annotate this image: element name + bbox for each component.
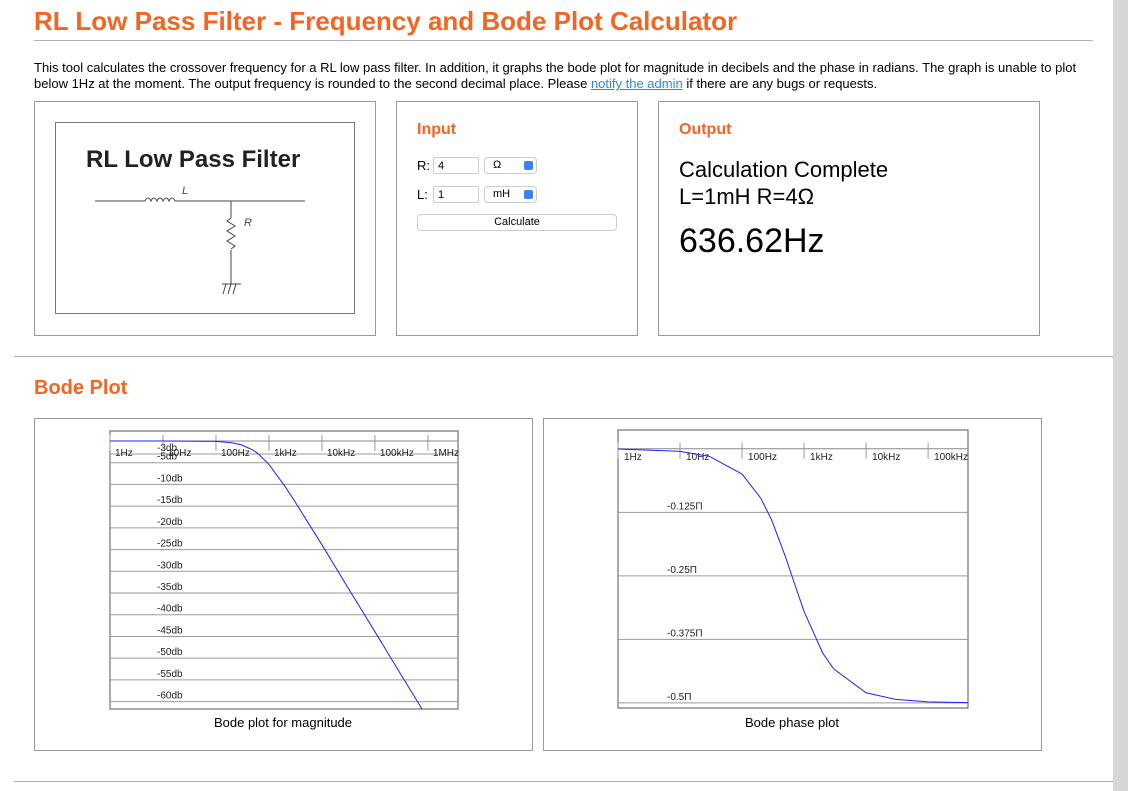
divider (14, 781, 1113, 782)
x-tick-label: 1kHz (274, 448, 297, 459)
chart-panel (34, 418, 533, 751)
x-tick-label: 1Hz (115, 448, 133, 459)
x-tick-label: 1kHz (810, 452, 833, 463)
output-panel (658, 101, 1040, 336)
chart-panel (543, 418, 1042, 751)
y-tick-label: -60db (157, 691, 183, 702)
divider (34, 40, 1093, 41)
field-label: R: (417, 158, 430, 173)
resistor-label: R (244, 217, 252, 229)
y-tick-label: -50db (157, 647, 183, 658)
field-label: L: (417, 187, 428, 202)
circuit-panel (34, 101, 376, 336)
output-status: Calculation Complete (679, 157, 889, 182)
input-title: Input (417, 121, 457, 138)
y-tick-label: -0.125Π (667, 501, 703, 512)
y-tick-label: -0.375Π (667, 628, 703, 639)
y-tick-label: -15db (157, 495, 183, 506)
y-tick-label: -25db (157, 539, 183, 550)
y-tick-label: -5db (157, 452, 177, 463)
l-input[interactable]: 1 (433, 186, 479, 203)
y-tick-label: -20db (157, 517, 183, 528)
data-line (110, 440, 423, 709)
x-tick-label: 10Hz (168, 448, 191, 459)
data-line (618, 448, 968, 704)
input-panel (396, 101, 638, 336)
y-tick-label: -10db (157, 473, 183, 484)
chart-caption: Bode plot for magnitude (214, 715, 352, 730)
scroll-track (1113, 0, 1128, 791)
y-tick-label: -40db (157, 604, 183, 615)
x-tick-label: 10kHz (327, 448, 355, 459)
circuit-diagram (95, 197, 305, 295)
x-tick-label: 100Hz (748, 452, 777, 463)
chart-caption: Bode phase plot (745, 715, 839, 730)
calculate-button[interactable]: Calculate (417, 214, 617, 231)
y-tick-label: -55db (157, 669, 183, 680)
x-tick-label: 10kHz (872, 452, 900, 463)
x-tick-label: 1Hz (624, 452, 642, 463)
output-parameters: L=1mH R=4Ω (679, 184, 815, 209)
y-tick-label: -0.5Π (667, 692, 691, 703)
r-input[interactable]: 4 (433, 157, 479, 174)
circuit-image (55, 122, 355, 314)
description: This tool calculates the crossover frequ… (34, 60, 1084, 92)
x-tick-label: 100kHz (380, 448, 414, 459)
divider (14, 356, 1113, 357)
x-tick-label: 100kHz (934, 452, 968, 463)
admin-link[interactable]: notify the admin (590, 76, 683, 91)
y-tick-label: -30db (157, 560, 183, 571)
y-tick-label: -3db (157, 443, 177, 454)
inductor-label: L (182, 185, 188, 197)
r-unit-select[interactable]: Ω (484, 157, 537, 174)
description-text: if there are any bugs or requests. (682, 76, 878, 91)
plot-area (109, 430, 459, 710)
y-tick-label: -0.25Π (667, 565, 697, 576)
output-title: Output (679, 121, 732, 138)
y-tick-label: -35db (157, 582, 183, 593)
x-tick-label: 1MHz (433, 448, 459, 459)
l-unit-select[interactable]: mH (484, 186, 537, 203)
y-tick-label: -45db (157, 625, 183, 636)
section-title: Bode Plot (34, 377, 128, 399)
page-title: RL Low Pass Filter - Frequency and Bode … (34, 6, 738, 36)
output-result: 636.62Hz (679, 222, 825, 260)
x-tick-label: 10Hz (686, 452, 709, 463)
circuit-title: RL Low Pass Filter (86, 146, 301, 173)
description-text: This tool calculates the crossover frequ… (34, 60, 1077, 91)
plot-area (617, 429, 969, 709)
x-tick-label: 100Hz (221, 448, 250, 459)
